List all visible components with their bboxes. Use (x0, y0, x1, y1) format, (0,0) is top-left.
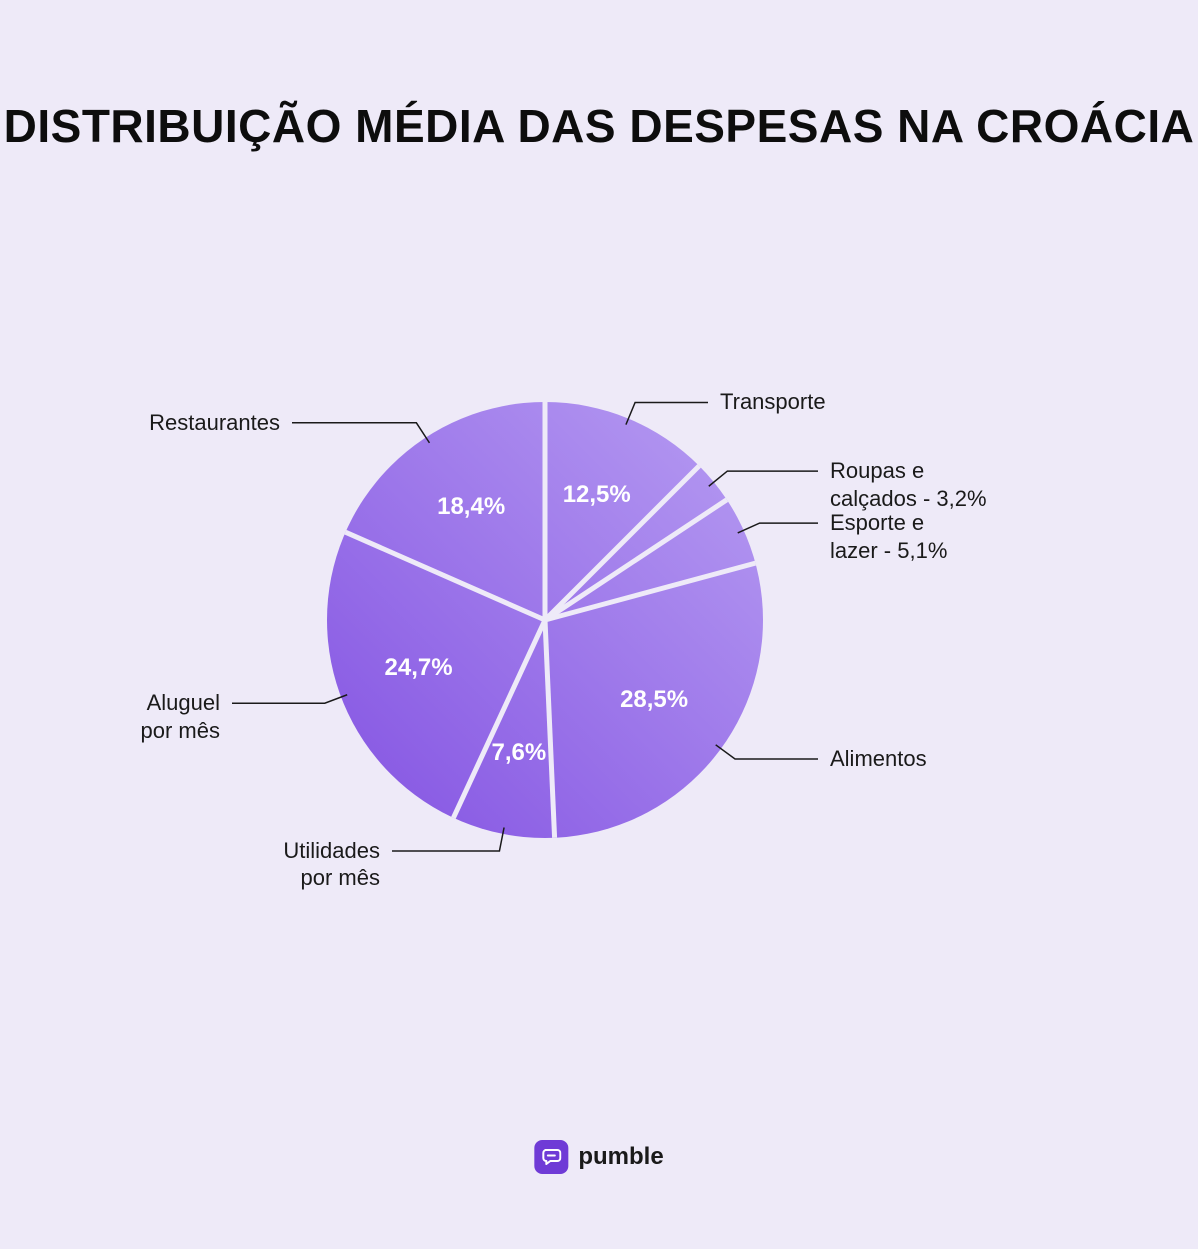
chat-icon (541, 1147, 561, 1167)
slice-pct-alimentos: 28,5% (620, 686, 688, 714)
slice-pct-aluguel: 24,7% (385, 654, 453, 682)
slice-pct-restaurantes: 18,4% (437, 493, 505, 521)
category-label-roupas: Roupas ecalçados - 3,2% (830, 457, 987, 512)
pie-chart: 12,5% Transporte Roupas ecalçados - 3,2%Es… (0, 0, 1198, 1249)
category-label-aluguel: Aluguelpor mês (141, 689, 220, 744)
category-label-esporte: Esporte elazer - 5,1% (830, 509, 947, 564)
chart-canvas: DISTRIBUIÇÃO MÉDIA DAS DESPESAS NA CROÁC… (0, 0, 1198, 1249)
brand-logo: pumble (534, 1140, 663, 1174)
category-label-utilidades: Utilidadespor mês (283, 837, 380, 892)
category-label-transporte: Transporte (720, 388, 826, 416)
slice-pct-transporte: 12,5% (563, 481, 631, 509)
category-label-alimentos: Alimentos (830, 745, 927, 773)
brand-logo-text: pumble (578, 1143, 663, 1171)
category-label-restaurantes: Restaurantes (149, 409, 280, 437)
brand-logo-mark (534, 1140, 568, 1174)
slice-pct-utilidades: 7,6% (491, 739, 546, 767)
